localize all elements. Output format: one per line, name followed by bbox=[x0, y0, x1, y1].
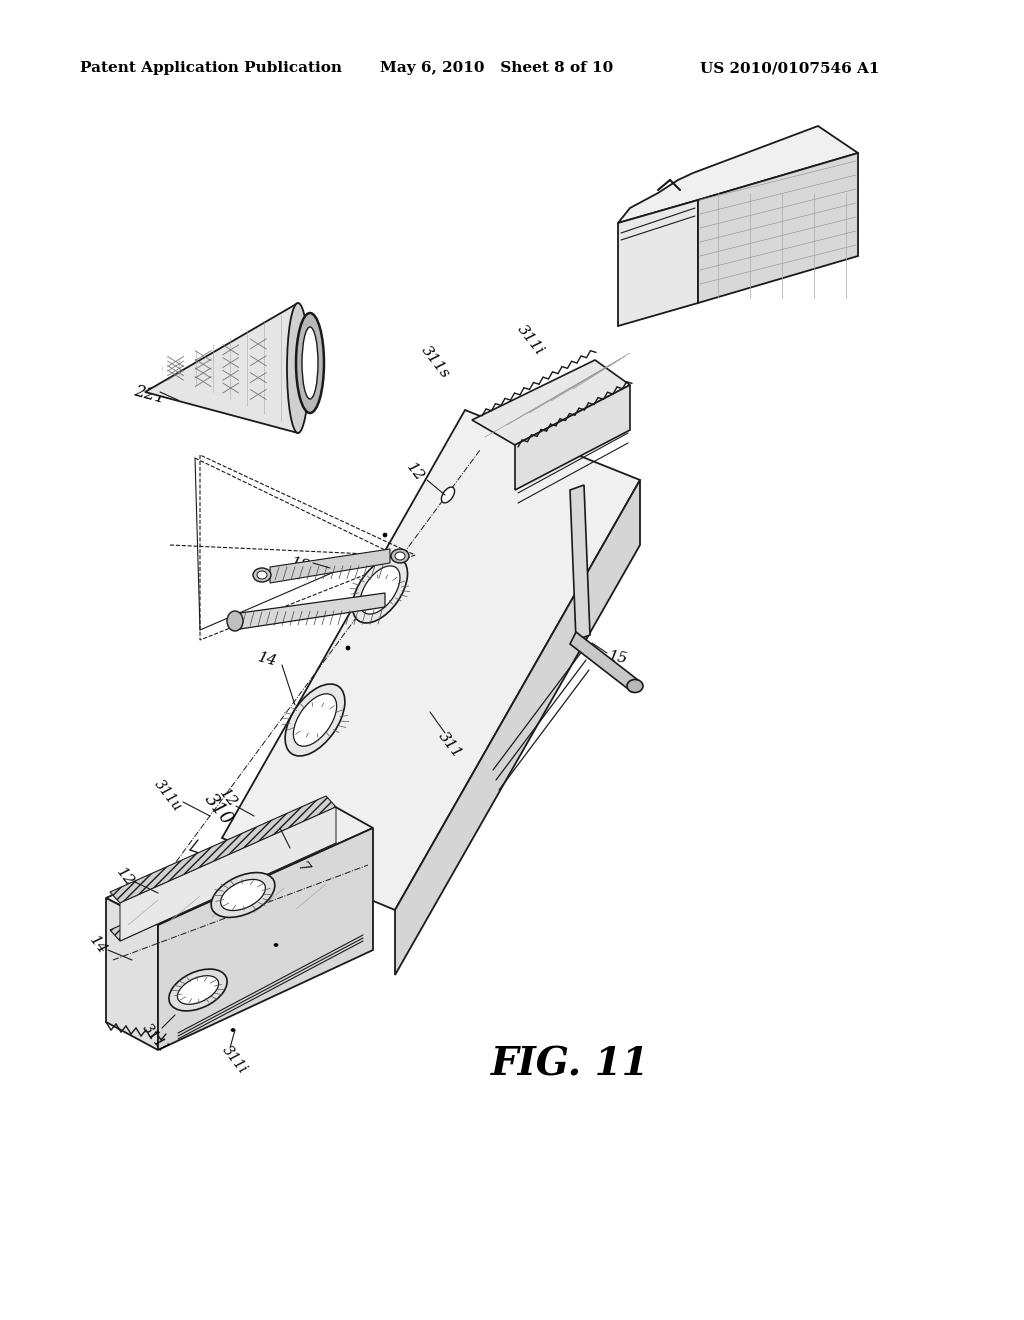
Polygon shape bbox=[106, 898, 158, 1049]
Ellipse shape bbox=[302, 327, 318, 399]
Text: B3: B3 bbox=[691, 280, 719, 304]
Ellipse shape bbox=[627, 680, 643, 693]
Ellipse shape bbox=[257, 572, 267, 579]
Text: FIG. 11: FIG. 11 bbox=[490, 1045, 649, 1084]
Text: 311i: 311i bbox=[514, 322, 546, 358]
Text: 12: 12 bbox=[114, 865, 136, 888]
Text: 311l: 311l bbox=[140, 1022, 170, 1055]
Text: 311i: 311i bbox=[220, 1043, 250, 1077]
Polygon shape bbox=[570, 484, 590, 640]
Ellipse shape bbox=[253, 568, 271, 582]
Text: 14: 14 bbox=[256, 651, 279, 669]
Ellipse shape bbox=[227, 611, 243, 631]
Ellipse shape bbox=[391, 549, 409, 564]
Ellipse shape bbox=[383, 533, 387, 537]
Text: 311s: 311s bbox=[418, 343, 452, 381]
Text: 18: 18 bbox=[289, 556, 311, 574]
Polygon shape bbox=[570, 632, 638, 692]
Polygon shape bbox=[222, 411, 640, 909]
Text: Patent Application Publication: Patent Application Publication bbox=[80, 61, 342, 75]
Text: US 2010/0107546 A1: US 2010/0107546 A1 bbox=[700, 61, 880, 75]
Ellipse shape bbox=[274, 944, 278, 946]
Ellipse shape bbox=[360, 566, 400, 614]
Ellipse shape bbox=[220, 879, 265, 911]
Polygon shape bbox=[120, 807, 336, 941]
Text: 12: 12 bbox=[216, 785, 240, 810]
Text: May 6, 2010   Sheet 8 of 10: May 6, 2010 Sheet 8 of 10 bbox=[380, 61, 613, 75]
Text: 317: 317 bbox=[284, 845, 312, 876]
Text: 14: 14 bbox=[86, 933, 110, 957]
Ellipse shape bbox=[441, 487, 455, 503]
Ellipse shape bbox=[231, 1028, 234, 1031]
Ellipse shape bbox=[211, 873, 274, 917]
Polygon shape bbox=[618, 125, 858, 223]
Ellipse shape bbox=[395, 552, 406, 560]
Polygon shape bbox=[158, 828, 373, 1049]
Ellipse shape bbox=[293, 694, 337, 746]
Polygon shape bbox=[515, 385, 630, 490]
Ellipse shape bbox=[285, 684, 345, 756]
Polygon shape bbox=[240, 593, 385, 630]
Polygon shape bbox=[395, 480, 640, 975]
Polygon shape bbox=[110, 796, 336, 903]
Text: 221: 221 bbox=[132, 383, 168, 408]
Polygon shape bbox=[270, 549, 390, 583]
Ellipse shape bbox=[296, 313, 324, 413]
Text: 15: 15 bbox=[607, 649, 629, 667]
Ellipse shape bbox=[169, 969, 227, 1011]
Polygon shape bbox=[110, 832, 336, 941]
Text: 310: 310 bbox=[201, 791, 236, 829]
Text: 12: 12 bbox=[403, 459, 427, 484]
Text: 311u: 311u bbox=[152, 777, 184, 814]
Ellipse shape bbox=[352, 557, 408, 623]
Polygon shape bbox=[618, 201, 698, 326]
Polygon shape bbox=[106, 800, 373, 925]
Polygon shape bbox=[698, 153, 858, 304]
Ellipse shape bbox=[346, 645, 350, 649]
Polygon shape bbox=[472, 360, 630, 445]
Ellipse shape bbox=[177, 975, 218, 1005]
Ellipse shape bbox=[287, 304, 309, 433]
Polygon shape bbox=[145, 304, 298, 433]
Text: 311: 311 bbox=[435, 729, 465, 760]
